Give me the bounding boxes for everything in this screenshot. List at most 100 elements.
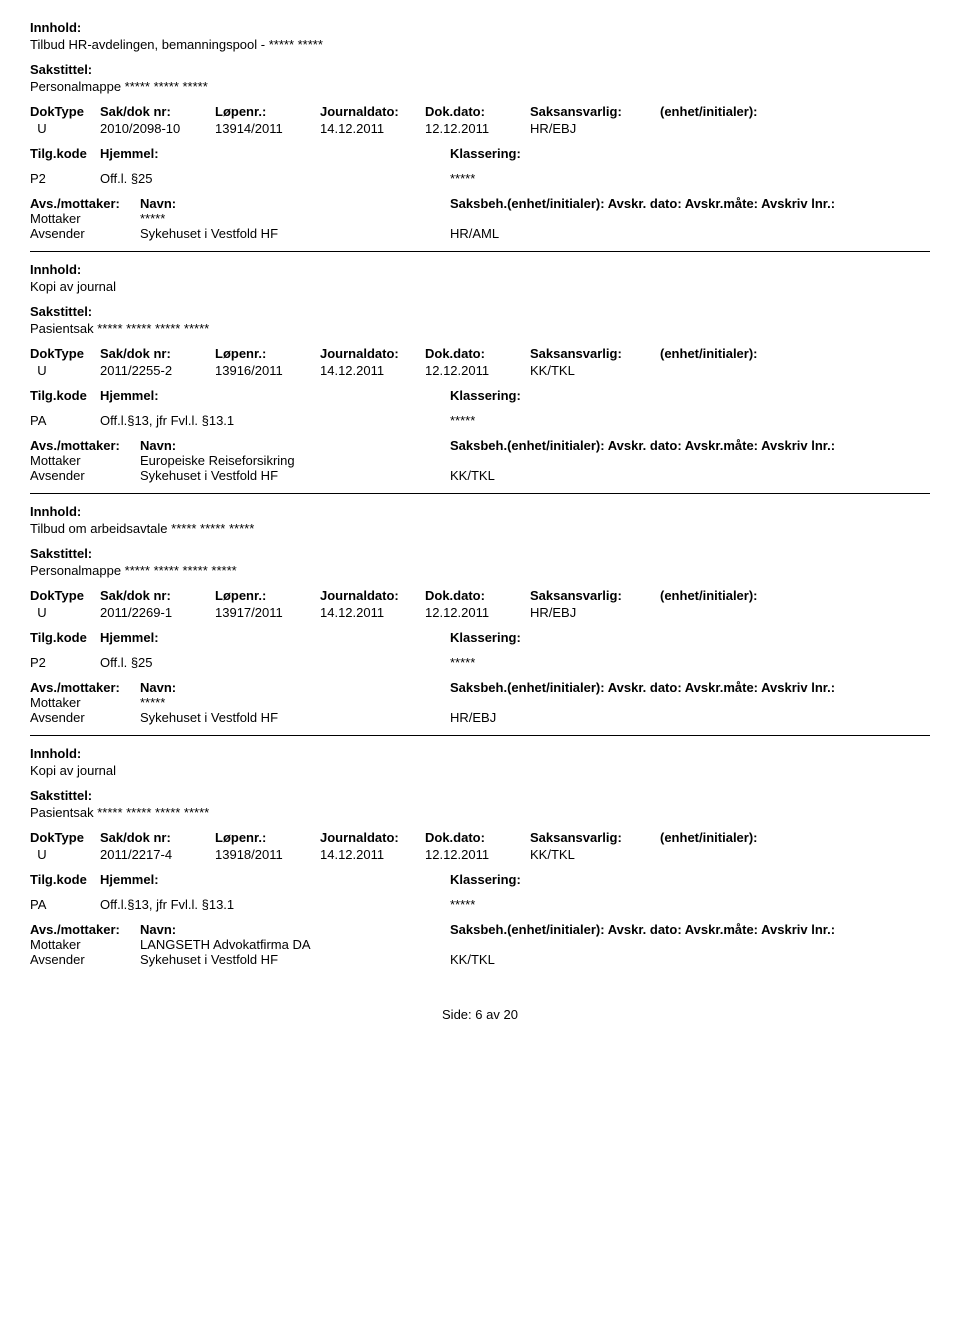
enhet-value <box>660 605 820 620</box>
lopenr-value: 13918/2011 <box>215 847 320 862</box>
avsender-navn: Sykehuset i Vestfold HF <box>140 952 450 967</box>
col-journaldato-header: Journaldato: <box>320 830 425 845</box>
journaldato-value: 14.12.2011 <box>320 605 425 620</box>
data-row: U 2011/2217-4 13918/2011 14.12.2011 12.1… <box>30 847 930 862</box>
data-row: U 2010/2098-10 13914/2011 14.12.2011 12.… <box>30 121 930 136</box>
avsender-label: Avsender <box>30 468 140 483</box>
col-enhet-header: (enhet/initialer): <box>660 104 820 119</box>
header-row2: Tilg.kode Hjemmel: Klassering: <box>30 872 930 887</box>
header-row3: Avs./mottaker: Navn: Saksbeh.(enhet/init… <box>30 196 930 211</box>
col-klassering-header: Klassering: <box>450 146 600 161</box>
dokdato-value: 12.12.2011 <box>425 121 530 136</box>
col-avs-header: Avs./mottaker: <box>30 680 140 695</box>
page-footer: Side: 6 av 20 <box>30 1007 930 1022</box>
mottaker-row: Mottaker ***** <box>30 695 930 710</box>
lopenr-value: 13917/2011 <box>215 605 320 620</box>
col-tilgkode-header: Tilg.kode <box>30 146 100 161</box>
header-row3: Avs./mottaker: Navn: Saksbeh.(enhet/init… <box>30 680 930 695</box>
col-klassering-header: Klassering: <box>450 872 600 887</box>
klassering-value: ***** <box>450 897 600 912</box>
col-doktype-header: DokType <box>30 104 100 119</box>
header-row3: Avs./mottaker: Navn: Saksbeh.(enhet/init… <box>30 922 930 937</box>
col-navn-header: Navn: <box>140 438 450 453</box>
avsender-kode: KK/TKL <box>450 468 930 483</box>
col-lopenr-header: Løpenr.: <box>215 830 320 845</box>
hjemmel-value: Off.l. §25 <box>100 655 450 670</box>
col-avs-header: Avs./mottaker: <box>30 438 140 453</box>
avsender-row: Avsender Sykehuset i Vestfold HF HR/EBJ <box>30 710 930 725</box>
data-row: U 2011/2255-2 13916/2011 14.12.2011 12.1… <box>30 363 930 378</box>
mottaker-kode <box>450 937 930 952</box>
page-total: 20 <box>504 1007 518 1022</box>
innhold-label: Innhold: <box>30 20 930 35</box>
avsender-label: Avsender <box>30 226 140 241</box>
journaldato-value: 14.12.2011 <box>320 363 425 378</box>
enhet-value <box>660 363 820 378</box>
innhold-text: Tilbud HR-avdelingen, bemanningspool - *… <box>30 37 930 52</box>
col-saksansvarlig-header: Saksansvarlig: <box>530 104 660 119</box>
col-journaldato-header: Journaldato: <box>320 104 425 119</box>
data-row2: PA Off.l.§13, jfr Fvl.l. §13.1 ***** <box>30 897 930 912</box>
col-sakdok-header: Sak/dok nr: <box>100 346 215 361</box>
sakstittel-text: Personalmappe ***** ***** ***** ***** <box>30 563 930 578</box>
data-row: U 2011/2269-1 13917/2011 14.12.2011 12.1… <box>30 605 930 620</box>
sakstittel-text: Personalmappe ***** ***** ***** <box>30 79 930 94</box>
saksansvarlig-value: KK/TKL <box>530 363 660 378</box>
sakstittel-label: Sakstittel: <box>30 788 930 803</box>
journaldato-value: 14.12.2011 <box>320 847 425 862</box>
data-row2: PA Off.l.§13, jfr Fvl.l. §13.1 ***** <box>30 413 930 428</box>
col-hjemmel-header: Hjemmel: <box>100 388 450 403</box>
col-saksbeh-header: Saksbeh.(enhet/initialer): Avskr. dato: … <box>450 438 930 453</box>
avsender-kode: HR/AML <box>450 226 930 241</box>
col-journaldato-header: Journaldato: <box>320 588 425 603</box>
data-row2: P2 Off.l. §25 ***** <box>30 655 930 670</box>
col-avs-header: Avs./mottaker: <box>30 196 140 211</box>
col-saksansvarlig-header: Saksansvarlig: <box>530 830 660 845</box>
innhold-text: Kopi av journal <box>30 279 930 294</box>
sakdok-value: 2011/2255-2 <box>100 363 215 378</box>
mottaker-kode <box>450 211 930 226</box>
col-avs-header: Avs./mottaker: <box>30 922 140 937</box>
innhold-text: Tilbud om arbeidsavtale ***** ***** ****… <box>30 521 930 536</box>
sakdok-value: 2011/2269-1 <box>100 605 215 620</box>
doktype-value: U <box>30 121 100 136</box>
avsender-navn: Sykehuset i Vestfold HF <box>140 468 450 483</box>
saksansvarlig-value: HR/EBJ <box>530 121 660 136</box>
header-row3: Avs./mottaker: Navn: Saksbeh.(enhet/init… <box>30 438 930 453</box>
page-sep: av <box>486 1007 500 1022</box>
dokdato-value: 12.12.2011 <box>425 847 530 862</box>
col-dokdato-header: Dok.dato: <box>425 830 530 845</box>
hjemmel-value: Off.l.§13, jfr Fvl.l. §13.1 <box>100 897 450 912</box>
col-enhet-header: (enhet/initialer): <box>660 830 820 845</box>
col-klassering-header: Klassering: <box>450 630 600 645</box>
col-saksansvarlig-header: Saksansvarlig: <box>530 588 660 603</box>
sakstittel-label: Sakstittel: <box>30 546 930 561</box>
saksansvarlig-value: HR/EBJ <box>530 605 660 620</box>
journaldato-value: 14.12.2011 <box>320 121 425 136</box>
journal-entry: Innhold: Kopi av journal Sakstittel: Pas… <box>30 262 930 494</box>
col-sakdok-header: Sak/dok nr: <box>100 588 215 603</box>
col-hjemmel-header: Hjemmel: <box>100 630 450 645</box>
enhet-value <box>660 847 820 862</box>
klassering-value: ***** <box>450 171 600 186</box>
mottaker-navn: ***** <box>140 695 450 710</box>
avsender-row: Avsender Sykehuset i Vestfold HF HR/AML <box>30 226 930 241</box>
header-row2: Tilg.kode Hjemmel: Klassering: <box>30 388 930 403</box>
col-navn-header: Navn: <box>140 196 450 211</box>
tilgkode-value: PA <box>30 413 100 428</box>
sakstittel-label: Sakstittel: <box>30 62 930 77</box>
klassering-value: ***** <box>450 655 600 670</box>
doktype-value: U <box>30 847 100 862</box>
header-row: DokType Sak/dok nr: Løpenr.: Journaldato… <box>30 588 930 603</box>
enhet-value <box>660 121 820 136</box>
lopenr-value: 13914/2011 <box>215 121 320 136</box>
header-row2: Tilg.kode Hjemmel: Klassering: <box>30 630 930 645</box>
col-enhet-header: (enhet/initialer): <box>660 588 820 603</box>
header-row2: Tilg.kode Hjemmel: Klassering: <box>30 146 930 161</box>
col-dokdato-header: Dok.dato: <box>425 588 530 603</box>
mottaker-kode <box>450 453 930 468</box>
mottaker-row: Mottaker Europeiske Reiseforsikring <box>30 453 930 468</box>
col-doktype-header: DokType <box>30 346 100 361</box>
col-hjemmel-header: Hjemmel: <box>100 872 450 887</box>
col-lopenr-header: Løpenr.: <box>215 588 320 603</box>
